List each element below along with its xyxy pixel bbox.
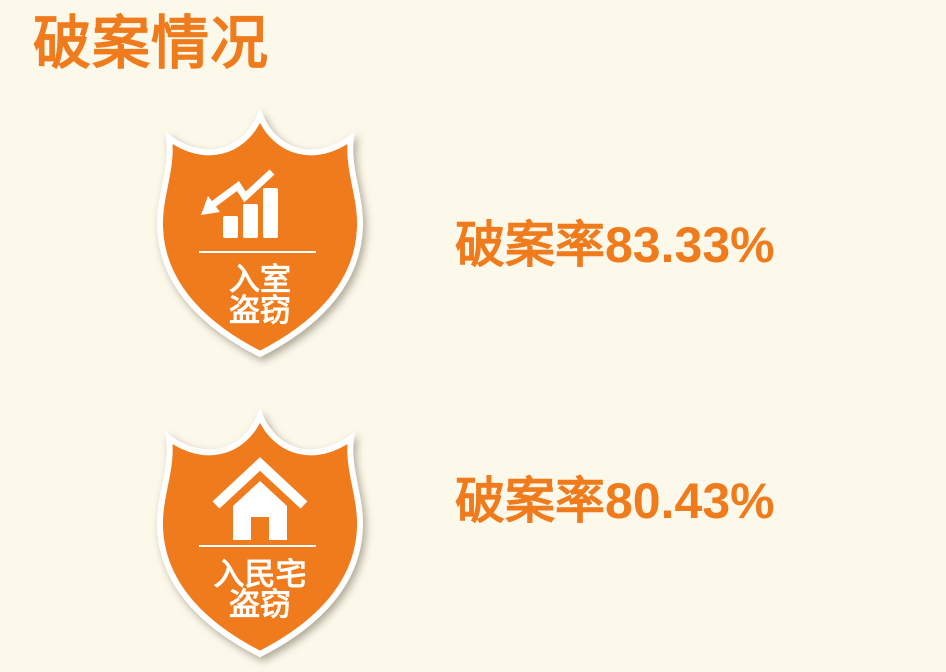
trend-arrow-line — [208, 169, 275, 209]
shield-label-line2: 盗窃 — [229, 587, 291, 622]
rate-text-residential-burglary: 破案率80.43% — [455, 473, 775, 529]
shield-badge-burglary-svg: 入室 盗窃 — [156, 108, 364, 358]
declining-trend-bar-chart-icon — [201, 169, 278, 238]
shield-shape — [156, 108, 364, 358]
page-title: 破案情况 — [33, 11, 270, 76]
bar-tall — [263, 188, 278, 238]
house-roof — [212, 457, 308, 509]
shield-badge-burglary: 入室 盗窃 — [145, 108, 375, 360]
rate-text-burglary: 破案率83.33% — [455, 217, 775, 273]
bar-medium — [243, 204, 258, 238]
shield-badge-residential-burglary: 入民宅 盗窃 — [145, 408, 375, 660]
house-body — [233, 481, 287, 540]
shield-badge-residential-svg: 入民宅 盗窃 — [156, 408, 364, 658]
house-icon — [212, 457, 308, 540]
bar-small — [223, 216, 238, 238]
house-door — [251, 517, 269, 540]
shield-label-line1: 入民宅 — [214, 557, 307, 592]
shield-label-line2: 盗窃 — [229, 293, 291, 328]
trend-arrow-head — [201, 196, 220, 215]
shield-label-line1: 入室 — [229, 262, 291, 297]
